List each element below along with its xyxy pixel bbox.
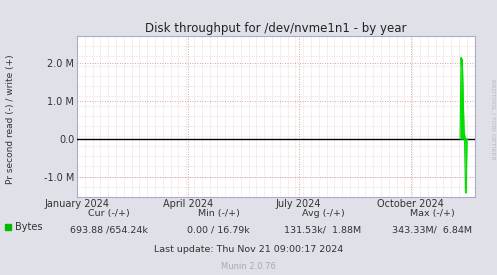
Text: Min (-/+): Min (-/+) bbox=[198, 209, 240, 218]
Text: Avg (-/+): Avg (-/+) bbox=[302, 209, 344, 218]
Text: Pr second read (-) / write (+): Pr second read (-) / write (+) bbox=[6, 55, 15, 185]
Text: Cur (-/+): Cur (-/+) bbox=[88, 209, 130, 218]
Text: 0.00 / 16.79k: 0.00 / 16.79k bbox=[187, 226, 250, 234]
Text: RRDTOOL / TOBI OETIKER: RRDTOOL / TOBI OETIKER bbox=[491, 79, 496, 160]
Title: Disk throughput for /dev/nvme1n1 - by year: Disk throughput for /dev/nvme1n1 - by ye… bbox=[145, 21, 407, 35]
Text: Munin 2.0.76: Munin 2.0.76 bbox=[221, 262, 276, 271]
Text: 343.33M/  6.84M: 343.33M/ 6.84M bbox=[393, 226, 472, 234]
Text: Bytes: Bytes bbox=[15, 222, 43, 232]
Text: Last update: Thu Nov 21 09:00:17 2024: Last update: Thu Nov 21 09:00:17 2024 bbox=[154, 245, 343, 254]
Text: 131.53k/  1.88M: 131.53k/ 1.88M bbox=[284, 226, 362, 234]
Text: 693.88 /654.24k: 693.88 /654.24k bbox=[71, 226, 148, 234]
Text: Max (-/+): Max (-/+) bbox=[410, 209, 455, 218]
